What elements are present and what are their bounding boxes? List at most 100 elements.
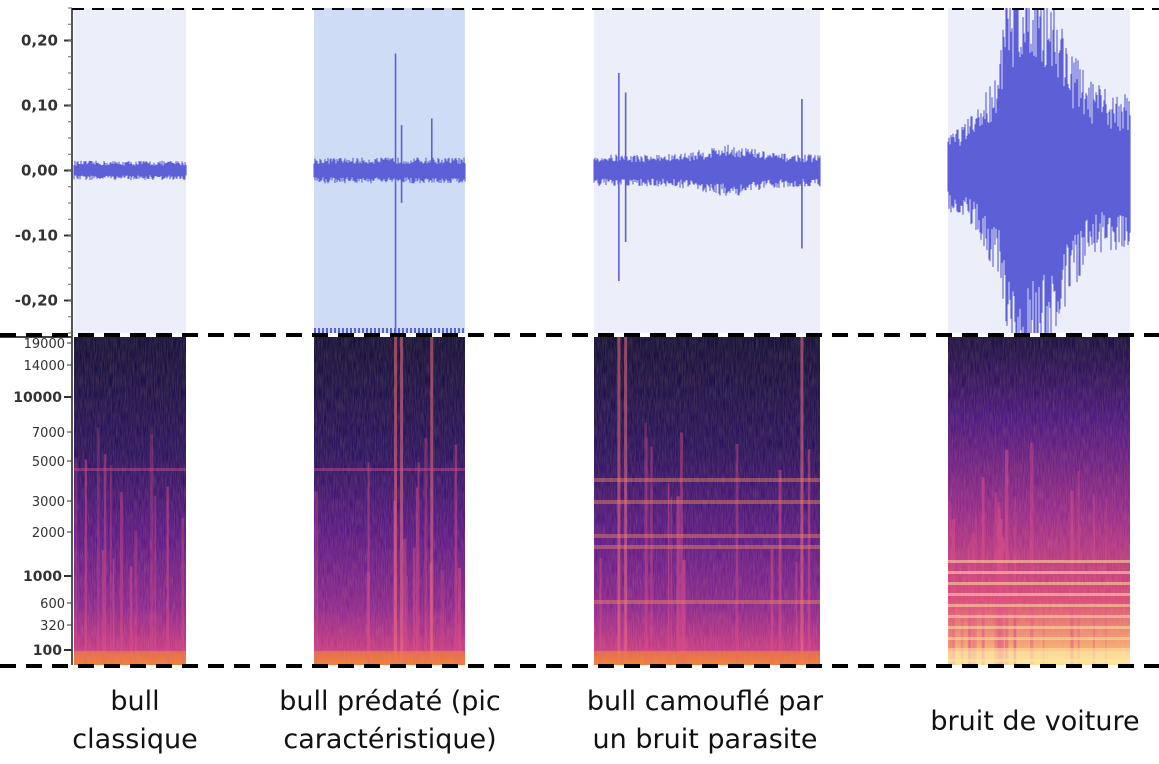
spectrogram-streak [807, 449, 811, 665]
spectrogram-streak [154, 496, 157, 665]
spectrogram-band [594, 534, 820, 538]
spectrogram-peak-streak [624, 337, 628, 665]
spectrogram-texture [594, 337, 820, 665]
spectrogram [74, 337, 186, 665]
spectrogram-streak [599, 558, 602, 665]
spectrogram-low-band [948, 651, 1130, 665]
selection-marker [402, 328, 404, 333]
spectrogram-streak [645, 437, 649, 665]
spectrogram-streak [644, 422, 648, 665]
spectrogram-streak [778, 470, 782, 665]
wave-tick-label: -0,20 [15, 292, 58, 310]
spectrogram-streak [951, 519, 955, 665]
selection-marker [326, 328, 328, 333]
spectrogram-streak [1013, 556, 1017, 665]
caption-line: bull [110, 686, 160, 717]
clip-1 [73, 8, 187, 665]
selection-marker [390, 328, 392, 333]
spectrogram-streak [997, 508, 1001, 665]
selection-marker [438, 328, 440, 333]
caption-line: caractéristique) [283, 724, 497, 755]
selection-marker [370, 328, 372, 333]
spec-tick-label: 7000 [32, 426, 65, 441]
selection-marker [350, 328, 352, 333]
spec-tick-label: 320 [40, 619, 65, 634]
selection-marker [358, 328, 360, 333]
caption-line: bruit de voiture [930, 706, 1140, 737]
spec-tick-label: 10000 [13, 390, 62, 406]
clip-caption: bruit de voiture [915, 703, 1155, 741]
spectrogram-harmonic [948, 637, 1130, 640]
selection-marker [374, 328, 376, 333]
spectrogram-streak [417, 462, 420, 665]
clip-2 [313, 8, 466, 665]
spectrogram-streak [1014, 496, 1017, 665]
selection-marker [406, 328, 408, 333]
spectrogram-streak [403, 538, 407, 665]
spec-tick-label: 19000 [24, 337, 65, 352]
spectrogram-streak [999, 519, 1003, 665]
spectrogram-streak [454, 444, 458, 665]
spectrogram-texture [948, 337, 1130, 665]
selection-marker [446, 328, 448, 333]
selection-marker [318, 328, 320, 333]
spectrogram-streak [1092, 493, 1096, 665]
spectrogram-streak [101, 550, 104, 665]
clip-caption: bull prédaté (pic caractéristique) [250, 683, 530, 759]
waveform-trace [73, 160, 187, 181]
spectrogram-band [594, 478, 820, 482]
spectrogram-streak [682, 560, 686, 665]
spectrogram-streak [1070, 490, 1074, 665]
spectrogram-streak [1077, 471, 1080, 665]
spectrogram-peak-streak [430, 337, 434, 665]
dividers [0, 8, 1159, 668]
selection-marker [346, 328, 348, 333]
spectrogram-streak [424, 438, 428, 665]
spectrogram-band [74, 468, 186, 471]
spectrogram-low-band [314, 651, 465, 665]
spectrogram-streak [112, 558, 115, 665]
spectrogram-band [594, 545, 820, 549]
selection-marker [330, 328, 332, 333]
spectrogram-streak [103, 454, 107, 665]
spectrogram-streak [680, 432, 683, 665]
spectrogram-band [594, 600, 820, 604]
selection-marker [462, 328, 464, 333]
axes: 0,20 0,10 0,00 -0,10 -0,20 19000 14000 10000 700… [0, 7, 73, 665]
spectrogram-harmonic [948, 604, 1130, 607]
spectrogram-low-band [74, 651, 186, 665]
spectrogram-streak [1030, 442, 1034, 665]
selection-marker [322, 328, 324, 333]
selection-marker [458, 328, 460, 333]
selection-marker [362, 328, 364, 333]
spectrogram-streak [974, 518, 977, 665]
spectrogram [594, 337, 820, 665]
spectrogram-texture [314, 337, 465, 665]
spectrogram-streak [97, 427, 100, 665]
spectrogram-streak [735, 443, 739, 665]
wave-tick-label: 0,20 [21, 32, 58, 50]
selection-marker [454, 328, 456, 333]
selection-marker [398, 328, 400, 333]
spectrogram-streak [457, 568, 462, 665]
spec-tick-label: 3000 [32, 495, 65, 510]
spectrogram-streak [650, 446, 653, 665]
spectrogram-harmonic [948, 626, 1130, 629]
spectrogram-streak [314, 491, 319, 665]
spectrogram [314, 337, 465, 665]
clip-caption: bull classique [40, 683, 230, 759]
selection-marker [386, 328, 388, 333]
spec-tick-label: 14000 [24, 359, 65, 374]
spectrogram-streak [367, 462, 370, 665]
spec-tick-label: 2000 [32, 526, 65, 541]
wave-tick-label: -0,10 [15, 227, 58, 245]
spectrogram-streak [150, 434, 154, 665]
spectrogram-streak [994, 492, 998, 665]
selection-marker [354, 328, 356, 333]
spectrogram-band [594, 500, 820, 504]
spec-tick-label: 600 [40, 597, 65, 612]
spectrogram-peak-streak [617, 337, 621, 665]
spectrogram-streak [84, 459, 87, 665]
spectrogram-streak [971, 533, 975, 665]
